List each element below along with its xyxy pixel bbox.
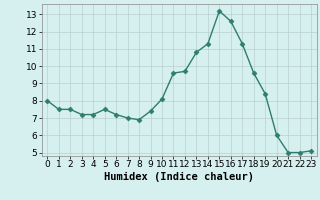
X-axis label: Humidex (Indice chaleur): Humidex (Indice chaleur) [104, 172, 254, 182]
